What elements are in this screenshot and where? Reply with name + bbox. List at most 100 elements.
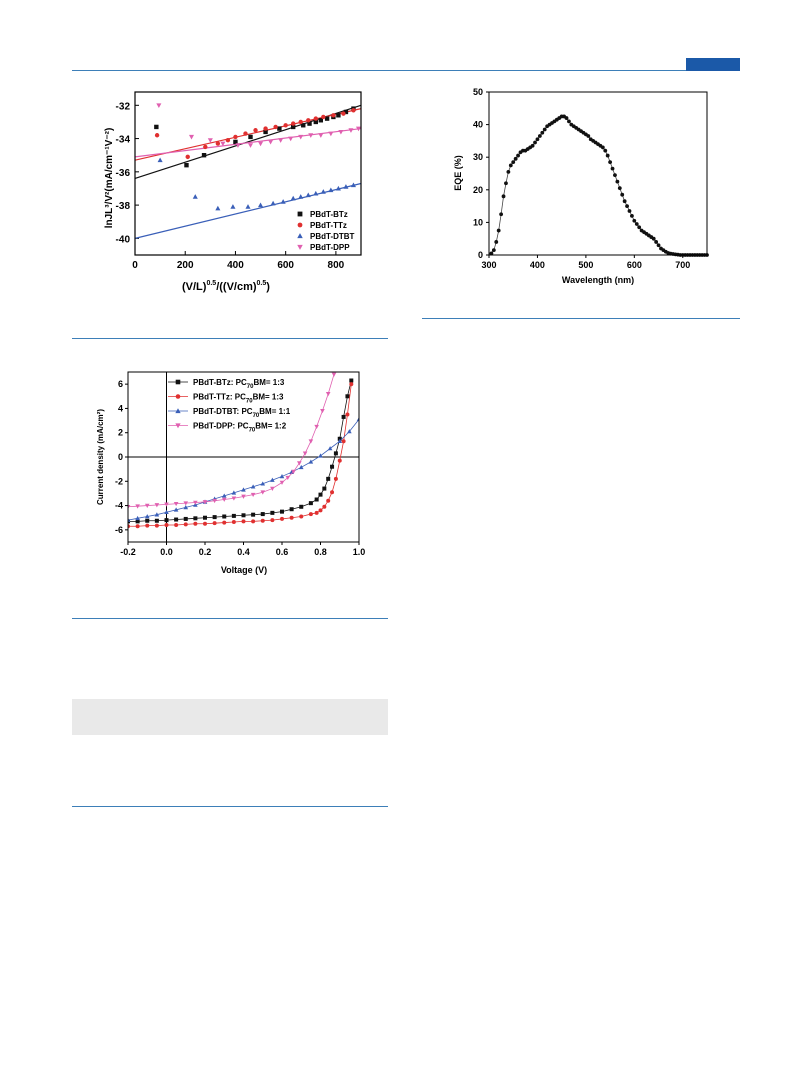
eqe-data-point — [668, 251, 673, 256]
sclc-data-point — [270, 200, 276, 206]
jv-data-point — [314, 510, 319, 515]
sclc-y-tick-label: -38 — [116, 201, 131, 212]
sclc-data-point — [305, 192, 311, 198]
jv-data-point — [298, 464, 304, 470]
jv-data-point — [241, 513, 246, 518]
sclc-data-point — [253, 128, 258, 133]
eqe-data-point — [646, 233, 651, 238]
eqe-data-point — [562, 114, 566, 119]
jv-data-point — [174, 523, 179, 527]
eqe-y-tick-label: 50 — [473, 87, 483, 97]
sclc-plot-frame — [134, 91, 362, 256]
jv-data-point — [193, 521, 198, 526]
jv-data-point — [337, 438, 343, 444]
jv-data-point — [164, 518, 169, 523]
jv-data-point — [203, 521, 207, 526]
sclc-data-point — [291, 124, 296, 130]
eqe-data-point — [491, 248, 496, 253]
jv-data-point — [203, 515, 207, 520]
eqe-data-point — [588, 137, 593, 142]
eqe-data-point — [530, 143, 535, 148]
jv-data-point — [231, 513, 236, 518]
sclc-fit-line — [134, 108, 362, 161]
sclc-legend-label: PBdT-DTBT — [310, 232, 355, 241]
sclc-data-point — [192, 194, 198, 199]
sclc-legend-label: PBdT-BTz — [310, 210, 348, 219]
jv-data-point — [314, 424, 319, 430]
eqe-data-point — [625, 204, 629, 209]
sclc-data-point — [331, 114, 336, 120]
jv-data-point — [128, 524, 130, 529]
jv-data-point — [202, 500, 208, 505]
sclc-data-point — [343, 109, 349, 115]
jv-data-point — [164, 523, 169, 527]
sclc-y-tick-label: -34 — [116, 135, 131, 146]
eqe-data-point — [501, 194, 506, 199]
jv-data-point — [314, 497, 319, 502]
jv-legend-marker — [175, 408, 181, 414]
jv-y-tick-label: 4 — [118, 403, 123, 413]
sclc-x-tick-label: 600 — [277, 260, 294, 271]
sclc-data-point — [280, 199, 286, 204]
sclc-data-point — [348, 128, 354, 133]
eqe-data-point — [688, 253, 692, 257]
jv-data-point — [289, 469, 294, 474]
jv-data-point — [270, 518, 275, 523]
jv-data-point — [221, 493, 227, 498]
jv-legend-label-part: BM= 1:1 — [259, 407, 290, 416]
jv-data-point — [154, 503, 160, 508]
eqe-data-point — [639, 228, 644, 233]
eqe-data-point — [656, 243, 661, 248]
jv-data-point — [212, 498, 217, 504]
jv-data-point — [331, 372, 337, 377]
sclc-data-point — [201, 153, 207, 158]
sclc-data-point — [298, 194, 304, 199]
eqe-data-point — [557, 116, 562, 120]
eqe-data-point — [550, 121, 554, 125]
eqe-data-point — [596, 142, 600, 147]
jv-data-point — [320, 409, 325, 414]
jv-data-point — [135, 519, 140, 524]
eqe-data-point — [499, 212, 504, 217]
jv-y-tick-label: -4 — [115, 501, 123, 511]
jv-data-point — [330, 490, 335, 495]
jv-series-line — [128, 419, 359, 521]
eqe-data-point — [600, 145, 605, 150]
eqe-data-point — [581, 130, 586, 135]
sclc-data-point — [225, 138, 231, 143]
eqe-data-point — [567, 119, 571, 124]
eqe-data-point — [632, 218, 637, 223]
sclc-data-point — [290, 195, 296, 201]
eqe-data-point — [678, 253, 683, 257]
sclc-data-point — [331, 113, 336, 118]
jv-data-point — [318, 508, 323, 513]
jv-data-point — [333, 476, 338, 481]
sclc-data-point — [335, 185, 341, 191]
jv-data-point — [231, 519, 236, 524]
jv-data-point — [356, 416, 359, 422]
eqe-data-point — [613, 173, 617, 178]
sclc-x-tick-label: 200 — [177, 260, 194, 271]
eqe-data-point — [702, 253, 707, 257]
sclc-data-point — [306, 118, 311, 123]
eqe-data-point — [583, 132, 588, 137]
eqe-data-point — [533, 140, 537, 145]
rule-left-2 — [72, 618, 388, 619]
sclc-data-point — [350, 182, 356, 188]
sclc-data-point — [273, 124, 278, 130]
jv-data-point — [302, 451, 308, 456]
jv-series-line — [128, 374, 335, 508]
sclc-data-point — [184, 162, 189, 168]
jv-data-point — [241, 494, 246, 499]
sclc-x-tick-label: 800 — [328, 260, 345, 271]
jv-data-point — [202, 499, 208, 504]
jv-data-point — [193, 502, 198, 507]
sclc-data-point — [318, 118, 324, 123]
jv-y-tick-label: -2 — [115, 476, 123, 486]
jv-legend-subscript: 70 — [247, 384, 254, 390]
eqe-data-point — [603, 148, 608, 153]
sclc-y-axis-label: lnJL³/V²(mA/cm⁻¹V⁻²) — [104, 128, 115, 229]
jv-x-tick-label: -0.2 — [120, 547, 136, 557]
